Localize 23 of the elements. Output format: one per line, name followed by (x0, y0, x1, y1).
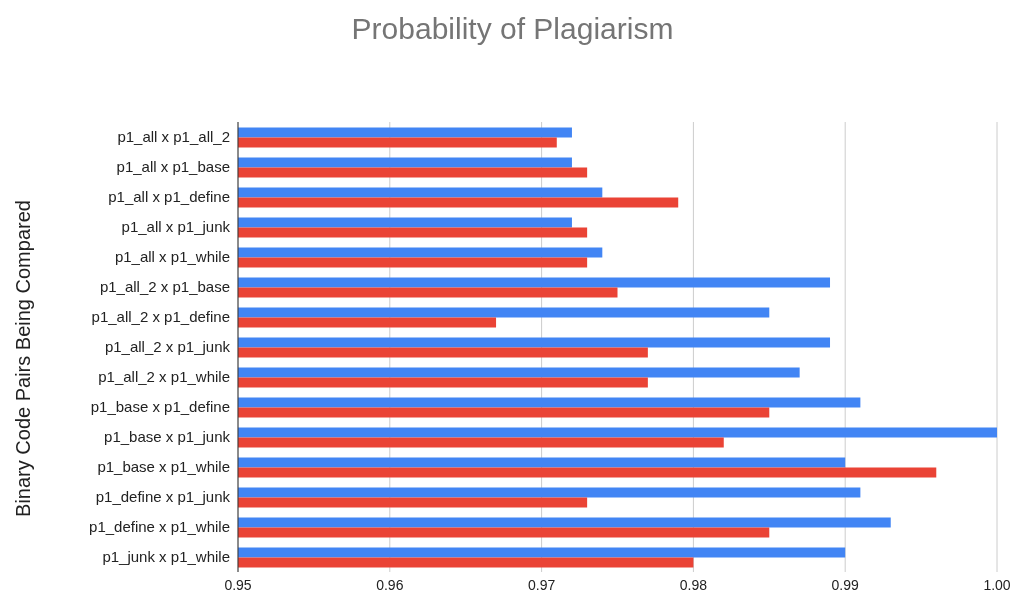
x-tick-label: 0.99 (831, 576, 860, 593)
y-tick-label: p1_all x p1_base (116, 158, 230, 176)
y-tick-label: p1_base x p1_junk (104, 428, 231, 446)
x-tick-label: 0.96 (376, 576, 404, 593)
y-tick-label: p1_all x p1_all_2 (117, 128, 230, 146)
y-tick-label: p1_all x p1_define (108, 188, 230, 206)
y-axis-title: Binary Code Pairs Being Compared (11, 199, 35, 517)
y-tick-label: p1_base x p1_define (90, 398, 230, 416)
y-tick-label: p1_all_2 x p1_junk (104, 338, 231, 356)
y-tick-label: p1_all_2 x p1_while (98, 368, 230, 386)
y-tick-label: p1_all_2 x p1_define (91, 308, 230, 326)
y-tick-label: p1_base x p1_while (97, 458, 230, 476)
x-tick-label: 0.97 (527, 576, 556, 593)
y-tick-label: p1_junk x p1_while (102, 548, 230, 566)
x-tick-label: 1.00 (983, 576, 1011, 593)
y-tick-label: p1_define x p1_junk (95, 488, 231, 506)
x-tick-label: 0.98 (679, 576, 708, 593)
chart-title: Probability of Plagiarism (350, 11, 675, 47)
x-tick-label: 0.95 (224, 576, 252, 593)
y-tick-label: p1_all x p1_while (114, 248, 230, 266)
y-tick-label: p1_all_2 x p1_base (99, 278, 230, 296)
y-tick-label: p1_define x p1_while (89, 518, 230, 536)
y-tick-label: p1_all x p1_junk (121, 218, 231, 236)
